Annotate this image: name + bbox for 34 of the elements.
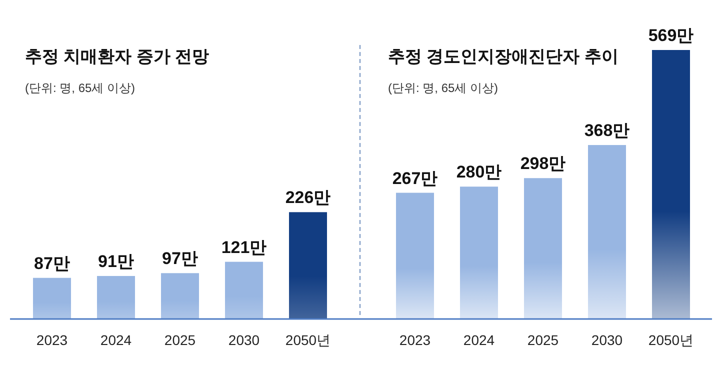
bar	[289, 212, 327, 319]
x-tick-label: 2023	[36, 332, 68, 348]
x-tick-label: 2023	[399, 332, 431, 348]
data-label: 121만	[221, 238, 267, 257]
chart-title: 추정 치매환자 증가 전망	[25, 47, 210, 66]
x-tick-label: 2030	[228, 332, 260, 348]
bar	[588, 145, 626, 319]
x-tick-label: 2025	[164, 332, 196, 348]
bar	[97, 276, 135, 319]
x-tick-label: 2025	[527, 332, 559, 348]
data-label: 569만	[648, 26, 694, 45]
data-label: 368만	[584, 121, 630, 140]
bar	[396, 192, 434, 319]
data-label: 280만	[456, 162, 502, 182]
x-tick-label: 2050년	[285, 332, 331, 348]
bar	[524, 178, 562, 319]
x-tick-label: 2024	[463, 332, 495, 348]
data-label: 97만	[162, 249, 198, 268]
text: (단위: 명, 65세 이상)	[388, 81, 498, 95]
bar	[33, 278, 71, 319]
bar	[161, 273, 199, 319]
x-tick-label: 2050년	[648, 332, 694, 348]
bar	[225, 262, 263, 319]
x-tick-label: 2024	[100, 332, 132, 348]
data-label: 87만	[34, 254, 70, 273]
x-tick-label: 2030	[591, 332, 623, 348]
chart-subtitle: (단위: 명, 65세 이상)	[25, 81, 136, 95]
chart-title: 추정 경도인지장애진단자 추이	[388, 47, 618, 66]
data-label: 226만	[285, 188, 331, 208]
data-label: 298만	[520, 154, 566, 174]
data-label: 267만	[392, 168, 438, 188]
bar	[652, 50, 690, 319]
data-label: 91만	[98, 252, 134, 271]
bar	[460, 186, 498, 319]
